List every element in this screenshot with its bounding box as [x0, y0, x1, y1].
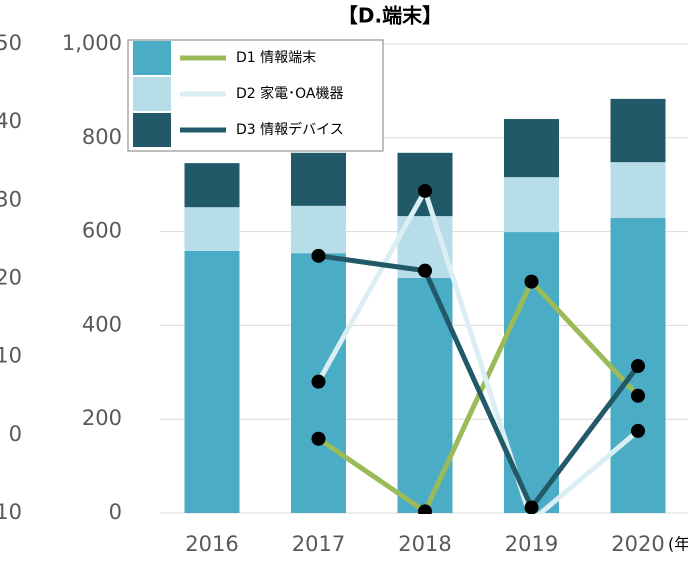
y2-tick-label: 0 [9, 422, 22, 446]
y-tick-label: 1,000 [62, 31, 122, 55]
legend-label: D1 情報端末 [236, 50, 316, 66]
bar [184, 163, 240, 208]
y2-tick-label: 10 [0, 344, 22, 368]
y2-tick-label: 20 [0, 266, 22, 290]
x-axis-label: (年) [668, 535, 688, 554]
chart-title: 【D.端末】 [338, 4, 442, 28]
x-tick-label: 2019 [505, 532, 558, 556]
bar [184, 207, 240, 251]
bar [184, 250, 240, 514]
line-marker [631, 423, 645, 438]
bar [291, 205, 346, 254]
y2-tick-label: 40 [0, 109, 22, 133]
line-marker [418, 183, 432, 198]
line [317, 277, 640, 514]
line-marker [418, 504, 432, 514]
y-tick-label: 400 [82, 312, 122, 336]
x-tick-label: 2018 [398, 532, 451, 556]
y2-tick-label: 50 [0, 31, 22, 55]
bar [504, 177, 559, 233]
y-tick-label: 600 [82, 219, 122, 243]
legend-swatch [133, 77, 171, 111]
legend-swatch [133, 41, 171, 75]
legend-label: D3 情報デバイス [236, 121, 344, 138]
y2-tick-label: 30 [0, 187, 22, 211]
line-marker [418, 263, 432, 278]
y-tick-label: 800 [82, 125, 122, 149]
line [318, 253, 640, 513]
line-marker [631, 388, 645, 403]
bar [610, 98, 666, 163]
line-marker [529, 513, 534, 514]
line-marker [524, 274, 539, 289]
x-tick-label: 2017 [292, 532, 345, 556]
line-marker [311, 374, 326, 389]
bar [504, 232, 559, 513]
legend-label: D2 家電･OA機器 [236, 85, 344, 102]
line [316, 184, 640, 514]
y2-tick-label: -10 [0, 500, 22, 524]
y-tick-label: 0 [109, 500, 122, 524]
bar [291, 152, 346, 206]
x-tick-label: 2016 [185, 532, 238, 556]
y-tick-label: 200 [82, 406, 122, 430]
bar [610, 162, 666, 218]
bar [504, 119, 559, 178]
line-marker [311, 431, 326, 446]
line-marker [311, 248, 326, 263]
line-marker [631, 359, 645, 374]
line-marker [524, 500, 539, 514]
legend-swatch [133, 113, 171, 147]
x-tick-label: 2020 [611, 532, 664, 556]
